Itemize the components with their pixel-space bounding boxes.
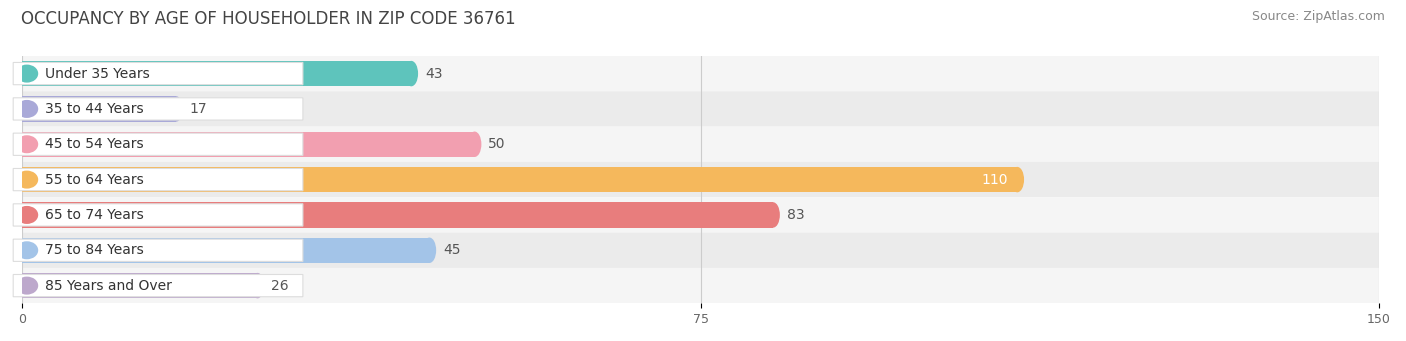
Ellipse shape [15, 206, 38, 224]
FancyBboxPatch shape [13, 98, 302, 120]
Text: OCCUPANCY BY AGE OF HOUSEHOLDER IN ZIP CODE 36761: OCCUPANCY BY AGE OF HOUSEHOLDER IN ZIP C… [21, 10, 516, 28]
Ellipse shape [423, 238, 436, 263]
FancyBboxPatch shape [22, 197, 1379, 233]
Bar [22, 132, 475, 157]
Bar [22, 273, 257, 298]
FancyBboxPatch shape [13, 62, 302, 85]
Ellipse shape [15, 135, 38, 153]
Text: 17: 17 [190, 102, 207, 116]
Ellipse shape [15, 64, 38, 83]
FancyBboxPatch shape [13, 133, 302, 155]
Ellipse shape [250, 273, 264, 298]
Bar [22, 167, 1018, 192]
Text: 83: 83 [786, 208, 804, 222]
FancyBboxPatch shape [22, 127, 1379, 162]
Ellipse shape [15, 100, 38, 118]
FancyBboxPatch shape [13, 204, 302, 226]
Ellipse shape [1011, 167, 1024, 192]
Text: 45 to 54 Years: 45 to 54 Years [45, 137, 143, 151]
Bar [22, 202, 773, 228]
FancyBboxPatch shape [13, 239, 302, 262]
Text: Source: ZipAtlas.com: Source: ZipAtlas.com [1251, 10, 1385, 23]
Text: 43: 43 [425, 66, 443, 80]
Ellipse shape [169, 96, 183, 122]
Bar [22, 61, 412, 86]
Ellipse shape [15, 241, 38, 259]
Text: 110: 110 [981, 173, 1008, 187]
FancyBboxPatch shape [22, 91, 1379, 127]
Text: 26: 26 [271, 279, 288, 293]
Text: 75 to 84 Years: 75 to 84 Years [45, 243, 143, 257]
Bar [22, 96, 176, 122]
FancyBboxPatch shape [13, 168, 302, 191]
Text: 65 to 74 Years: 65 to 74 Years [45, 208, 143, 222]
Text: 45: 45 [443, 243, 460, 257]
Ellipse shape [405, 61, 418, 86]
Text: 85 Years and Over: 85 Years and Over [45, 279, 172, 293]
Ellipse shape [15, 170, 38, 189]
FancyBboxPatch shape [22, 268, 1379, 303]
FancyBboxPatch shape [22, 56, 1379, 91]
Ellipse shape [468, 132, 481, 157]
Bar [22, 238, 429, 263]
FancyBboxPatch shape [13, 275, 302, 297]
Ellipse shape [15, 277, 38, 295]
Ellipse shape [766, 202, 780, 228]
Text: 35 to 44 Years: 35 to 44 Years [45, 102, 143, 116]
Text: 50: 50 [488, 137, 506, 151]
Text: Under 35 Years: Under 35 Years [45, 66, 149, 80]
FancyBboxPatch shape [22, 233, 1379, 268]
FancyBboxPatch shape [22, 162, 1379, 197]
Text: 55 to 64 Years: 55 to 64 Years [45, 173, 143, 187]
